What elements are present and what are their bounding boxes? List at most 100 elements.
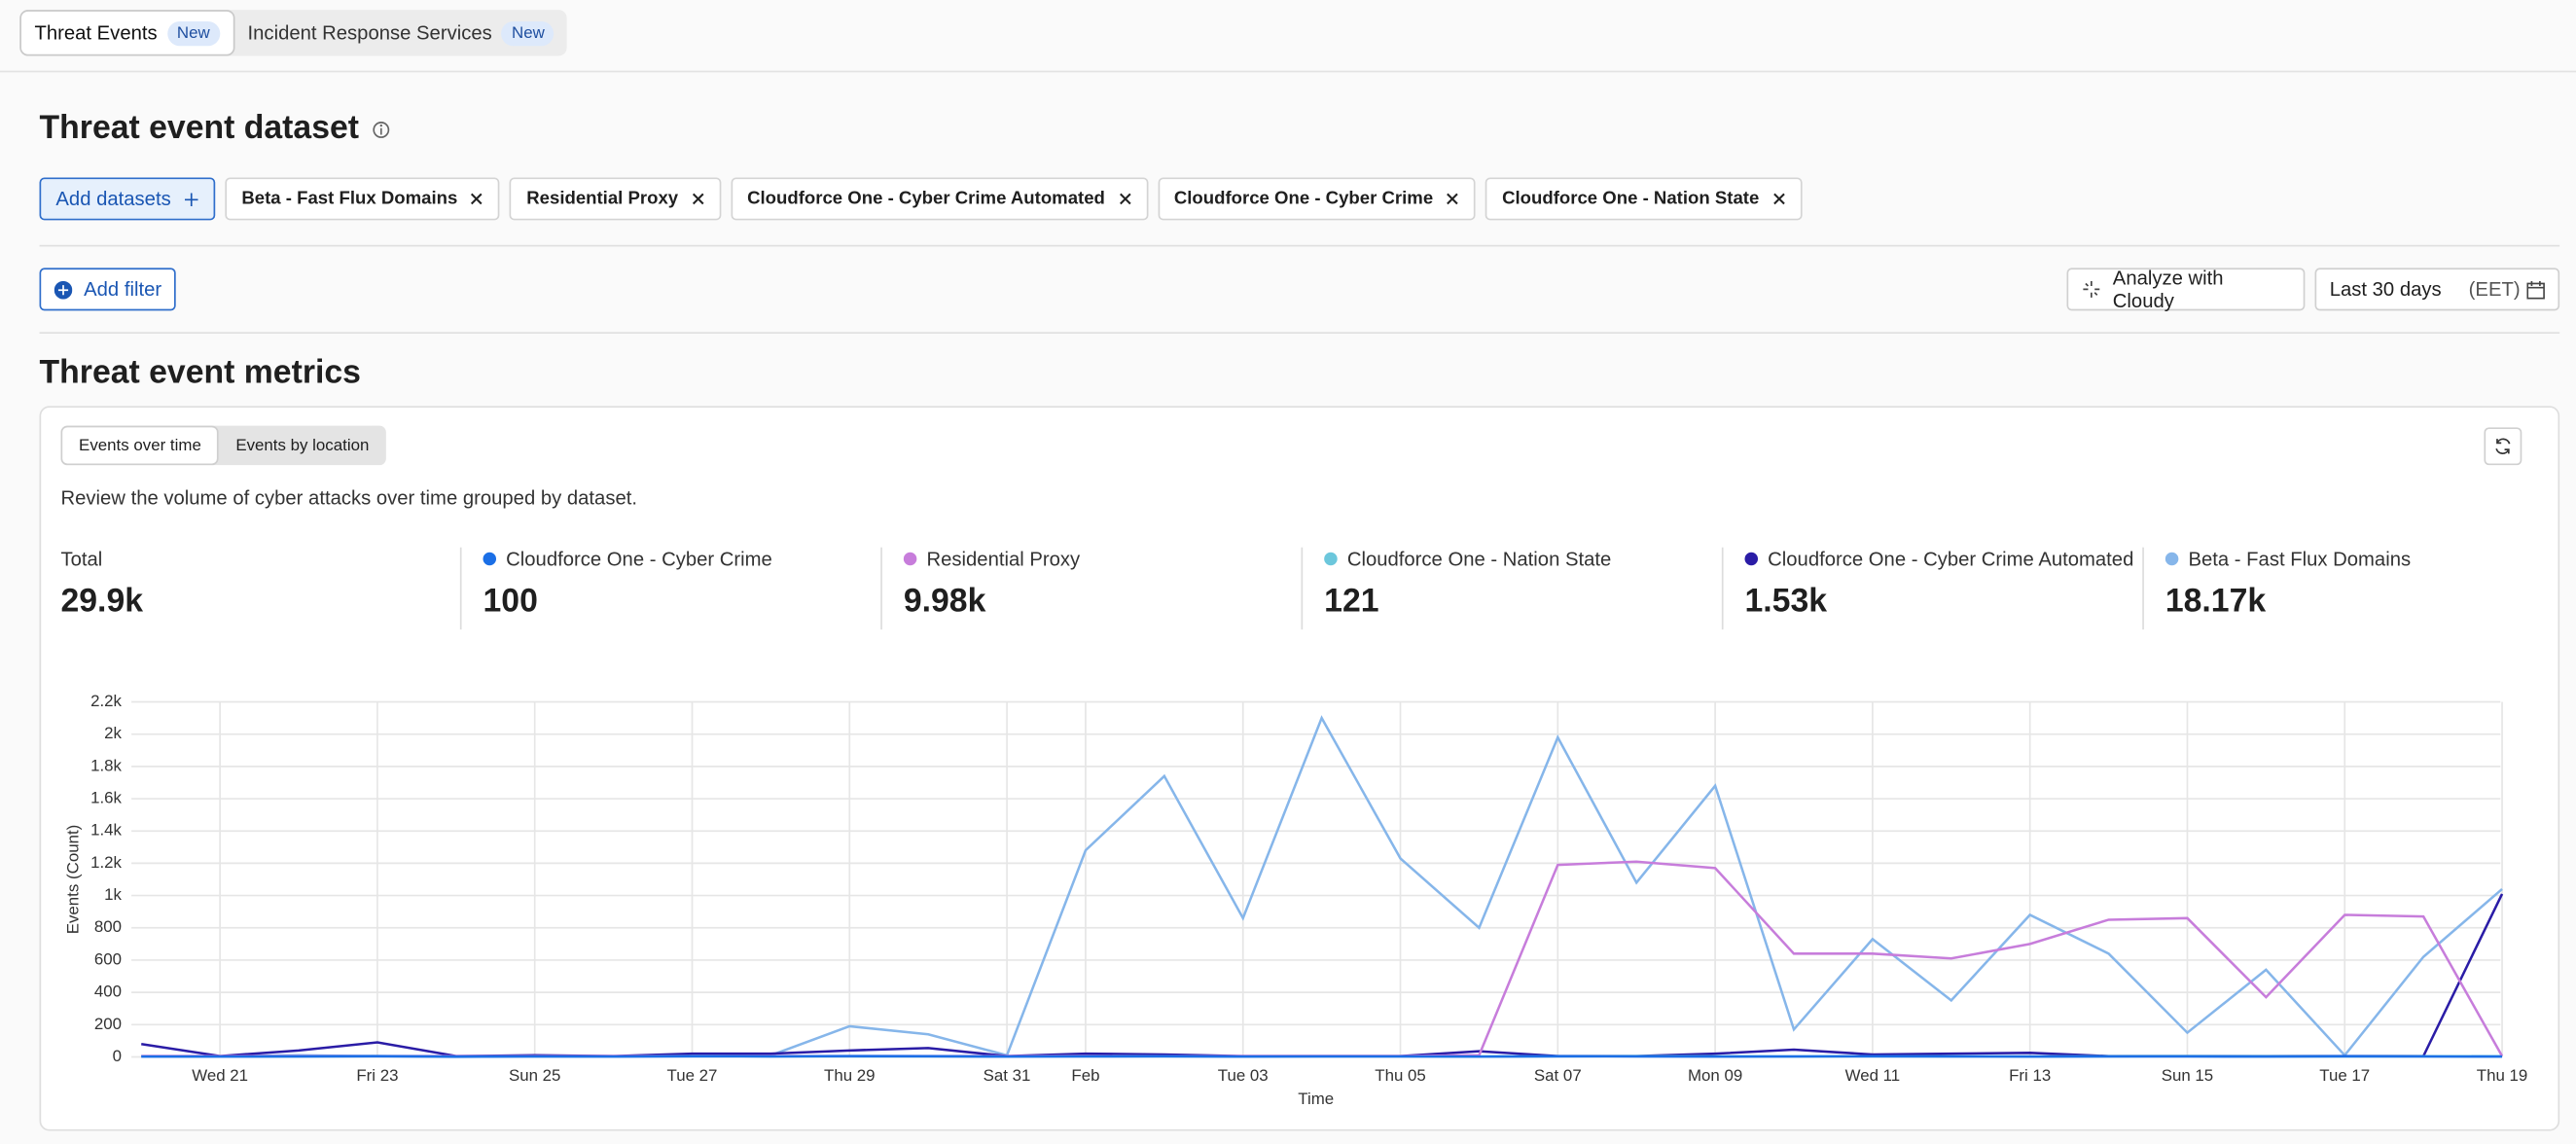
x-axis-title: Time	[1298, 1090, 1334, 1108]
stat-value: 121	[1324, 583, 1379, 621]
series-line	[141, 715, 2503, 1058]
stat-label: Cloudforce One - Cyber Crime Automated	[1744, 547, 2143, 571]
remove-icon[interactable]	[1447, 193, 1460, 206]
dataset-chip[interactable]: Cloudforce One - Nation State	[1485, 177, 1803, 221]
chip-label: Cloudforce One - Cyber Crime	[1173, 189, 1434, 209]
y-tick-label: 1k	[104, 885, 122, 904]
add-filter-button[interactable]: Add filter	[39, 268, 177, 311]
section-title: Threat event dataset	[39, 110, 360, 147]
tabs: Threat Events New Incident Response Servi…	[19, 10, 568, 56]
legend-dot	[1324, 552, 1338, 566]
legend-label: Cloudforce One - Cyber Crime Automated	[1768, 547, 2134, 571]
stat-value: 29.9k	[60, 583, 144, 621]
divider	[39, 332, 2560, 335]
legend-label: Cloudforce One - Cyber Crime	[506, 547, 772, 571]
x-tick-label: Sat 07	[1534, 1066, 1582, 1085]
remove-icon[interactable]	[692, 193, 705, 206]
legend-dot	[483, 552, 497, 566]
sparkle-icon	[2083, 280, 2100, 298]
series-line	[141, 860, 2504, 1057]
y-tick-label: 200	[94, 1015, 122, 1033]
y-tick-label: 0	[113, 1047, 122, 1065]
stat: Cloudforce One - Nation State 121	[1301, 547, 1722, 630]
x-tick-label: Feb	[1071, 1066, 1099, 1085]
tab[interactable]: Threat Events New	[19, 10, 235, 56]
legend-dot	[2165, 552, 2179, 566]
x-tick-label: Mon 09	[1688, 1066, 1742, 1085]
plus-circle-icon	[54, 280, 73, 299]
y-tick-label: 2.2k	[90, 692, 122, 710]
legend-label: Cloudforce One - Nation State	[1346, 547, 1612, 571]
y-tick-label: 1.6k	[90, 789, 122, 807]
x-tick-label: Fri 13	[2009, 1066, 2051, 1085]
chip-label: Cloudforce One - Cyber Crime Automated	[747, 189, 1105, 209]
y-tick-label: 1.4k	[90, 821, 122, 840]
refresh-icon	[2495, 438, 2511, 454]
legend-label: Beta - Fast Flux Domains	[2188, 547, 2412, 571]
date-range-picker[interactable]: Last 30 days (EET)	[2314, 268, 2560, 311]
y-tick-label: 600	[94, 949, 122, 968]
x-tick-label: Wed 11	[1845, 1066, 1901, 1085]
stat-value: 100	[483, 583, 538, 621]
x-tick-label: Sat 31	[984, 1066, 1031, 1085]
x-tick-label: Tue 03	[1218, 1066, 1269, 1085]
timezone: (EET)	[2468, 277, 2521, 302]
badge: New	[501, 20, 555, 46]
stat-value: 18.17k	[2165, 583, 2267, 621]
remove-icon[interactable]	[1772, 193, 1786, 206]
x-tick-label: Thu 19	[2477, 1066, 2528, 1085]
y-tick-label: 1.2k	[90, 853, 122, 872]
tab[interactable]: Incident Response Services New	[234, 10, 567, 55]
stat-value: 1.53k	[1744, 583, 1828, 621]
description: Review the volume of cyber attacks over …	[60, 486, 637, 510]
view-option[interactable]: Events by location	[235, 436, 370, 455]
x-tick-label: Thu 29	[824, 1066, 876, 1085]
date-range: Last 30 days	[2329, 277, 2442, 302]
y-axis-title: Events (Count)	[63, 825, 82, 935]
add-datasets-button[interactable]: Add datasets	[39, 177, 216, 221]
x-tick-label: Tue 27	[667, 1066, 718, 1085]
button-label: Add datasets	[55, 187, 171, 211]
remove-icon[interactable]	[471, 193, 484, 206]
badge: New	[166, 20, 220, 46]
tab-label: Threat Events	[34, 20, 158, 45]
x-tick-label: Sun 25	[509, 1066, 560, 1085]
stat-label: Beta - Fast Flux Domains	[2165, 547, 2563, 571]
x-tick-label: Wed 21	[192, 1066, 248, 1085]
stat-label: Cloudforce One - Nation State	[1324, 547, 1722, 571]
analyze-button[interactable]: Analyze with Cloudy	[2066, 267, 2306, 312]
chip-label: Beta - Fast Flux Domains	[241, 189, 458, 209]
stat: Residential Proxy 9.98k	[880, 547, 1301, 630]
info-icon[interactable]	[371, 120, 390, 139]
y-tick-label: 400	[94, 983, 122, 1001]
dataset-chips: Add datasets Beta - Fast Flux Domains Re…	[39, 177, 1803, 221]
stat: Beta - Fast Flux Domains 18.17k	[2142, 547, 2563, 630]
view-option[interactable]: Events over time	[60, 425, 220, 466]
stat-value: 9.98k	[903, 583, 986, 621]
y-tick-label: 2k	[104, 724, 122, 742]
dataset-chip[interactable]: Cloudforce One - Cyber Crime Automated	[731, 177, 1148, 221]
stats-row: Total 29.9k Cloudforce One - Cyber Crime 1…	[60, 547, 2563, 630]
refresh-button[interactable]	[2484, 427, 2522, 466]
stat-label: Cloudforce One - Cyber Crime	[483, 547, 881, 571]
stat: Total 29.9k	[60, 548, 459, 629]
stat: Cloudforce One - Cyber Crime Automated 1.…	[1721, 547, 2143, 630]
tab-label: Incident Response Services	[247, 20, 492, 45]
section-title: Threat event metrics	[39, 354, 361, 392]
stat: Cloudforce One - Cyber Crime 100	[459, 547, 881, 630]
calendar-icon	[2526, 280, 2545, 299]
dataset-chip[interactable]: Beta - Fast Flux Domains	[225, 177, 501, 221]
dataset-chip[interactable]: Cloudforce One - Cyber Crime	[1157, 177, 1477, 221]
remove-icon[interactable]	[1118, 193, 1131, 206]
button-label: Add filter	[84, 277, 162, 302]
x-tick-label: Thu 05	[1375, 1066, 1426, 1085]
dataset-chip[interactable]: Residential Proxy	[510, 177, 722, 221]
y-tick-label: 1.8k	[90, 756, 122, 774]
dataset-header: Threat event dataset	[40, 110, 391, 148]
metrics-card	[39, 406, 2560, 1131]
legend-dot	[903, 552, 917, 566]
chip-label: Residential Proxy	[526, 189, 679, 209]
